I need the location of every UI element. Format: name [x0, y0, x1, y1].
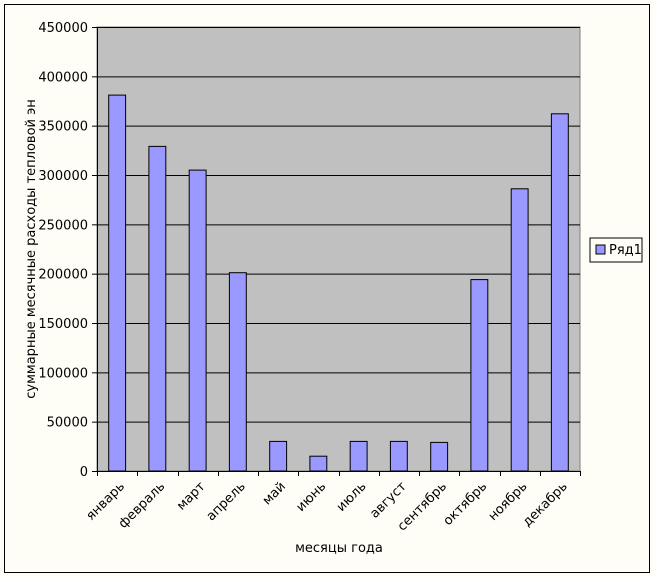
bar-май	[269, 440, 288, 472]
x-tick-label: июнь	[293, 479, 329, 515]
axes	[92, 27, 581, 476]
x-tick-label: июль	[334, 479, 370, 515]
bar-сентябрь	[430, 441, 449, 472]
gridlines	[97, 27, 580, 423]
x-tick-label: апрель	[204, 479, 249, 524]
y-tick-label: 200000	[38, 268, 88, 283]
plot-area	[96, 26, 581, 472]
x-tick-label: октябрь	[441, 479, 491, 529]
y-tick-label: 150000	[38, 317, 88, 332]
bar-декабрь	[550, 113, 569, 472]
bar-ноябрь	[510, 188, 529, 472]
x-axis-title: месяцы года	[295, 541, 383, 556]
y-tick-label: 50000	[47, 416, 88, 431]
legend-swatch	[595, 244, 606, 255]
bar-июнь	[309, 455, 328, 472]
bar-февраль	[148, 145, 167, 472]
y-tick-label: 0	[80, 465, 88, 480]
y-tick-label: 300000	[38, 169, 88, 184]
legend: Ряд1	[589, 237, 643, 263]
bar-апрель	[228, 272, 247, 472]
bar-июль	[349, 440, 368, 472]
y-tick-labels: 0 50000 100000 150000 200000 250000 300000 3500…	[38, 21, 88, 480]
chart-border	[4, 4, 650, 573]
y-tick-label: 100000	[38, 366, 88, 381]
bar-октябрь	[470, 279, 489, 472]
y-tick-label: 350000	[38, 120, 88, 135]
x-tick-label: май	[260, 479, 289, 508]
y-tick-label: 250000	[38, 218, 88, 233]
bar-март	[188, 169, 207, 472]
y-axis-title: суммарные месячные расходы тепловой эн	[24, 99, 39, 398]
y-tick-label: 400000	[38, 70, 88, 85]
legend-label: Ряд1	[609, 243, 642, 258]
bar-август	[389, 440, 408, 472]
bars	[108, 94, 569, 472]
bar-январь	[108, 94, 127, 472]
x-tick-label: декабрь	[520, 479, 571, 530]
y-tick-label: 450000	[38, 21, 88, 36]
x-tick-label: март	[174, 479, 209, 514]
